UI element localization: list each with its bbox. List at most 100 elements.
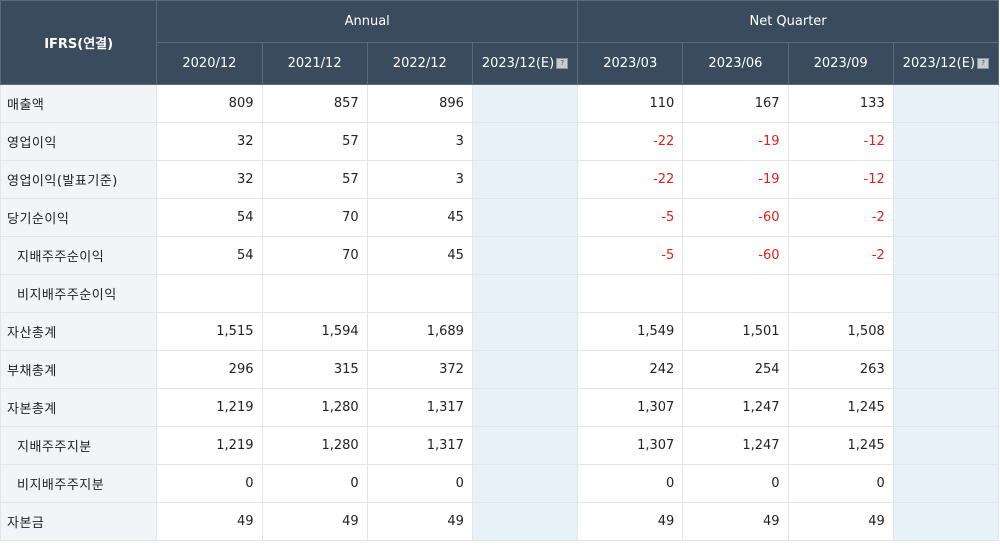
table-cell: 1,245 — [787, 388, 894, 427]
table-cell: 372 — [366, 350, 473, 389]
help-icon[interactable]: ? — [556, 58, 569, 69]
table-cell: 263 — [787, 350, 894, 389]
table-cell: -22 — [577, 122, 684, 161]
table-cell: -5 — [577, 236, 684, 275]
table-cell — [471, 160, 579, 199]
row-label: 자산총계 — [0, 312, 158, 351]
table-cell: 49 — [787, 502, 894, 541]
table-cell — [471, 274, 579, 313]
table-cell: 857 — [261, 84, 368, 123]
table-cell: 54 — [156, 236, 263, 275]
table-row: 비지배주주지분 0 0 0 0 0 0 — [0, 464, 1000, 503]
table-cell: 1,307 — [577, 426, 684, 465]
table-cell: -19 — [682, 160, 789, 199]
table-cell — [471, 350, 579, 389]
table-cell — [892, 350, 1000, 389]
table-cell: 57 — [261, 160, 368, 199]
table-cell: 1,219 — [156, 388, 263, 427]
table-cell: -60 — [682, 198, 789, 237]
table-cell — [682, 274, 789, 313]
table-cell: 0 — [156, 464, 263, 503]
table-cell: 3 — [366, 122, 473, 161]
table-cell — [471, 388, 579, 427]
column-header: 2020/12 — [156, 42, 263, 85]
row-label: 비지배주주지분 — [0, 464, 158, 503]
table-cell: 49 — [366, 502, 473, 541]
table-cell — [892, 198, 1000, 237]
row-label: 자본금 — [0, 502, 158, 541]
table-cell — [366, 274, 473, 313]
table-cell — [892, 122, 1000, 161]
table-cell: 296 — [156, 350, 263, 389]
table-cell: 133 — [787, 84, 894, 123]
table-cell — [471, 426, 579, 465]
table-cell: 809 — [156, 84, 263, 123]
row-label: 당기순이익 — [0, 198, 158, 237]
table-cell: 1,515 — [156, 312, 263, 351]
table-row: 자산총계 1,515 1,594 1,689 1,549 1,501 1,508 — [0, 312, 1000, 351]
table-cell: 49 — [261, 502, 368, 541]
table-cell: 32 — [156, 122, 263, 161]
table-cell: 49 — [682, 502, 789, 541]
table-cell: 70 — [261, 198, 368, 237]
table-cell: 1,247 — [682, 388, 789, 427]
table-cell: 32 — [156, 160, 263, 199]
row-label: 지배주주순이익 — [0, 236, 158, 275]
table-cell: 1,219 — [156, 426, 263, 465]
table-cell — [787, 274, 894, 313]
table-cell: 896 — [366, 84, 473, 123]
table-cell — [471, 84, 579, 123]
table-cell: 45 — [366, 198, 473, 237]
table-cell: 110 — [577, 84, 684, 123]
table-corner-header: IFRS(연결) — [0, 0, 158, 85]
table-cell: 1,245 — [787, 426, 894, 465]
table-cell: 70 — [261, 236, 368, 275]
table-row: 부채총계 296 315 372 242 254 263 — [0, 350, 1000, 389]
table-cell: 49 — [156, 502, 263, 541]
table-cell: 1,307 — [577, 388, 684, 427]
column-header: 2023/09 — [787, 42, 894, 85]
table-row: 자본금 49 49 49 49 49 49 — [0, 502, 1000, 541]
table-cell: 45 — [366, 236, 473, 275]
table-cell — [892, 84, 1000, 123]
table-cell: 1,594 — [261, 312, 368, 351]
table-cell — [892, 236, 1000, 275]
table-cell — [892, 502, 1000, 541]
table-cell: 3 — [366, 160, 473, 199]
table-cell: 1,317 — [366, 388, 473, 427]
table-row: 자본총계 1,219 1,280 1,317 1,307 1,247 1,245 — [0, 388, 1000, 427]
table-cell: -19 — [682, 122, 789, 161]
row-label: 부채총계 — [0, 350, 158, 389]
row-label: 영업이익 — [0, 122, 158, 161]
row-label: 영업이익(발표기준) — [0, 160, 158, 199]
table-cell — [471, 198, 579, 237]
financial-summary-table: IFRS(연결) Annual Net Quarter 2020/12 2021… — [0, 0, 1000, 541]
table-cell: 315 — [261, 350, 368, 389]
table-cell: 0 — [577, 464, 684, 503]
column-header: 2023/12(E)? — [471, 42, 579, 85]
column-header: 2021/12 — [261, 42, 368, 85]
help-icon[interactable]: ? — [977, 58, 990, 69]
table-cell — [892, 160, 1000, 199]
table-cell — [471, 312, 579, 351]
table-cell — [471, 236, 579, 275]
table-cell: 1,508 — [787, 312, 894, 351]
table-cell: 54 — [156, 198, 263, 237]
table-cell: 0 — [682, 464, 789, 503]
table-row: 지배주주순이익 54 70 45 -5 -60 -2 — [0, 236, 1000, 275]
table-row: 영업이익 32 57 3 -22 -19 -12 — [0, 122, 1000, 161]
column-header: 2023/03 — [577, 42, 684, 85]
table-cell: 167 — [682, 84, 789, 123]
table-row: 당기순이익 54 70 45 -5 -60 -2 — [0, 198, 1000, 237]
table-cell: 0 — [366, 464, 473, 503]
table-cell: 1,549 — [577, 312, 684, 351]
quarter-group-header: Net Quarter — [577, 0, 999, 43]
table-cell: 1,317 — [366, 426, 473, 465]
row-label: 매출액 — [0, 84, 158, 123]
table-cell: -2 — [787, 236, 894, 275]
table-cell — [892, 464, 1000, 503]
table-cell: -12 — [787, 160, 894, 199]
annual-group-header: Annual — [156, 0, 579, 43]
table-cell: 0 — [261, 464, 368, 503]
row-label: 자본총계 — [0, 388, 158, 427]
